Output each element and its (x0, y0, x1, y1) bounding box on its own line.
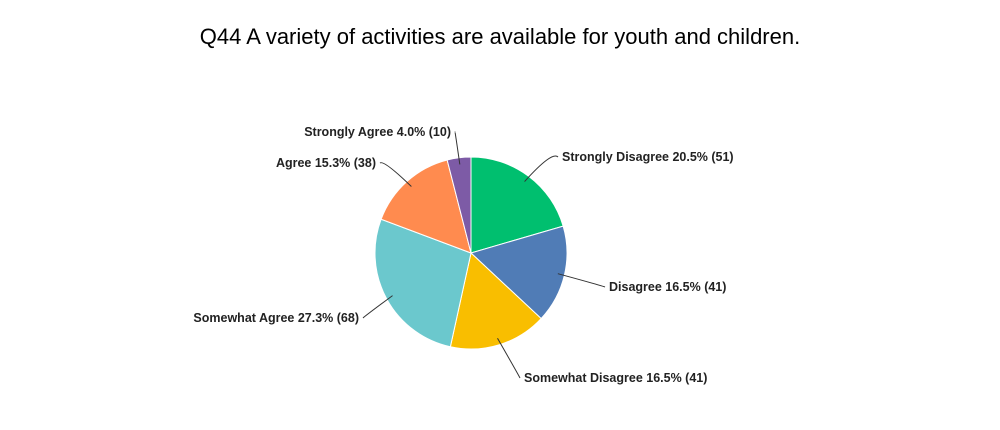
leader-line-somewhat-agree (362, 295, 393, 319)
slice-label-somewhat-agree: Somewhat Agree 27.3% (68) (193, 311, 359, 325)
slice-label-strongly-agree: Strongly Agree 4.0% (10) (304, 125, 451, 139)
pie-slice-somewhat-disagree (449, 252, 542, 350)
leader-line-disagree (557, 273, 606, 288)
slice-label-agree: Agree 15.3% (38) (276, 156, 376, 170)
pie-slices (374, 156, 568, 350)
slice-label-disagree: Disagree 16.5% (41) (609, 280, 726, 294)
slice-label-somewhat-disagree: Somewhat Disagree 16.5% (41) (524, 371, 707, 385)
leader-line-strongly-disagree (524, 155, 559, 182)
chart-title: Q44 A variety of activities are availabl… (199, 24, 801, 49)
leader-line-somewhat-disagree (497, 338, 521, 379)
leader-line-agree (379, 162, 412, 187)
pie-slice-somewhat-agree (374, 218, 472, 348)
pie-slice-agree (380, 159, 472, 254)
slice-label-strongly-disagree: Strongly Disagree 20.5% (51) (562, 150, 734, 164)
pie-slice-strongly-disagree (470, 156, 564, 254)
slice-labels: Strongly Disagree 20.5% (51) Disagree 16.… (193, 125, 733, 385)
